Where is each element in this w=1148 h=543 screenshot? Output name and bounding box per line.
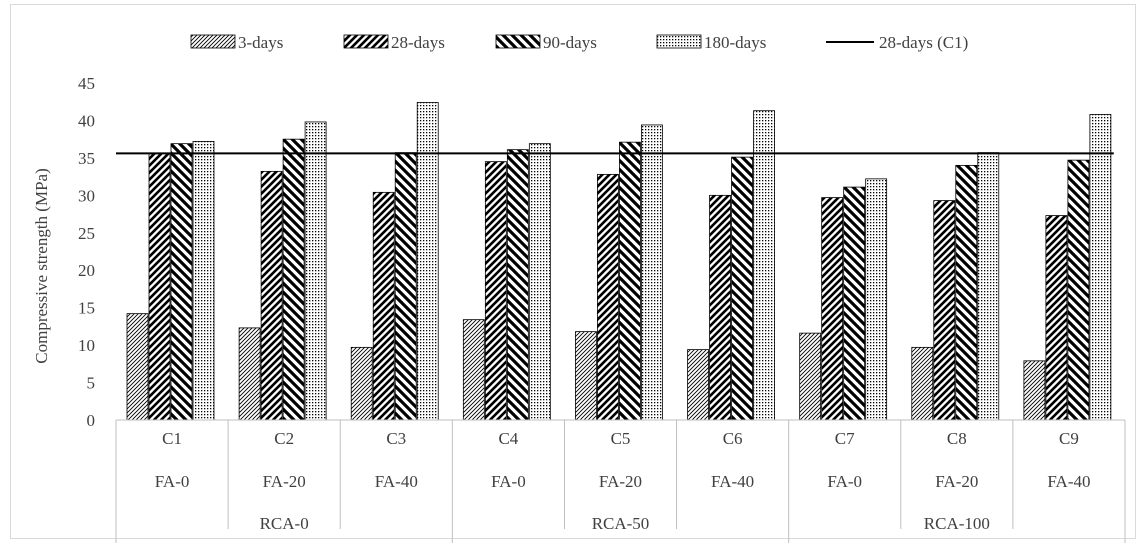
bar-180-days-C4 <box>528 143 551 421</box>
bar-3-days-C5 <box>575 331 597 421</box>
x-tick-label: C8 <box>947 429 967 448</box>
x-tick-label: C2 <box>274 429 294 448</box>
bars <box>126 102 1112 421</box>
x-tick-label: C6 <box>723 429 743 448</box>
legend-label: 180-days <box>704 33 766 52</box>
y-tick-label: 10 <box>78 336 95 355</box>
x-tick-label: C3 <box>386 429 406 448</box>
bar-90-days-C1 <box>170 143 193 421</box>
bar-180-days-C9 <box>1089 114 1112 421</box>
fa-label: FA-20 <box>935 472 978 491</box>
fa-label: FA-40 <box>711 472 754 491</box>
x-tick-label: C5 <box>611 429 631 448</box>
y-axis-title: Compressive strength (MPa) <box>32 168 51 363</box>
y-tick-label: 15 <box>78 299 95 318</box>
bar-180-days-C8 <box>977 152 1000 421</box>
y-tick-label: 30 <box>78 186 95 205</box>
legend-swatch <box>190 34 236 49</box>
bar-28-days-C8 <box>933 200 956 421</box>
x-tick-label: C9 <box>1059 429 1079 448</box>
bar-90-days-C9 <box>1067 159 1090 421</box>
y-tick-label: 20 <box>78 261 95 280</box>
bar-28-days-C4 <box>484 161 507 421</box>
bar-3-days-C6 <box>687 349 709 421</box>
legend: 3-days 28-days 90-days 180-days 28-days (C1) <box>190 33 968 52</box>
bar-28-days-C7 <box>821 197 844 421</box>
x-tick-label: C4 <box>498 429 518 448</box>
fa-label: FA-20 <box>599 472 642 491</box>
bar-28-days-C6 <box>709 194 731 421</box>
legend-label: 28-days (C1) <box>879 33 968 52</box>
fa-label: FA-0 <box>827 472 862 491</box>
rca-group-label: RCA-0 <box>260 514 309 533</box>
bar-180-days-C1 <box>192 141 215 421</box>
bar-90-days-C3 <box>394 152 417 421</box>
x-tick-label: C1 <box>162 429 182 448</box>
bar-180-days-C6 <box>753 110 775 421</box>
x-tick-label: C7 <box>835 429 855 448</box>
legend-swatch <box>495 34 541 49</box>
fa-label: FA-0 <box>491 472 526 491</box>
bar-3-days-C4 <box>462 319 485 421</box>
legend-label: 3-days <box>238 33 283 52</box>
bar-90-days-C6 <box>731 156 753 421</box>
bar-180-days-C5 <box>641 124 663 421</box>
x-axis: C1 FA-0 C2 FA-20 C3 FA-40 C4 FA-0 C5 FA-20 C6 FA-40… <box>115 419 1126 543</box>
bar-90-days-C8 <box>955 164 978 421</box>
chart-frame <box>10 4 1136 539</box>
bar-28-days-C5 <box>597 173 619 421</box>
legend-swatch <box>343 34 389 49</box>
bar-90-days-C5 <box>619 141 641 421</box>
bar-90-days-C7 <box>843 186 866 421</box>
bar-90-days-C2 <box>282 138 305 421</box>
bar-28-days-C9 <box>1045 215 1068 421</box>
fa-label: FA-20 <box>263 472 306 491</box>
bar-28-days-C1 <box>148 152 171 421</box>
y-tick-label: 5 <box>87 374 96 393</box>
legend-label: 90-days <box>543 33 597 52</box>
bar-3-days-C8 <box>911 346 934 421</box>
y-tick-label: 35 <box>78 149 95 168</box>
fa-label: FA-40 <box>1047 472 1090 491</box>
bar-3-days-C3 <box>350 346 373 421</box>
legend-label: 28-days <box>391 33 445 52</box>
bar-3-days-C1 <box>126 313 149 421</box>
y-tick-label: 45 <box>78 74 95 93</box>
bar-180-days-C7 <box>865 178 888 421</box>
fa-label: FA-0 <box>155 472 190 491</box>
rca-group-label: RCA-100 <box>924 514 990 533</box>
y-tick-label: 25 <box>78 224 95 243</box>
fa-label: FA-40 <box>375 472 418 491</box>
y-axis: 0 5 10 15 20 25 30 35 40 45 <box>78 74 95 430</box>
y-tick-label: 0 <box>87 411 96 430</box>
bar-180-days-C2 <box>304 121 327 421</box>
bar-3-days-C9 <box>1023 360 1046 421</box>
bar-28-days-C3 <box>372 191 395 421</box>
legend-swatch <box>656 34 702 49</box>
bar-28-days-C2 <box>260 170 283 421</box>
bar-3-days-C2 <box>238 327 261 421</box>
bar-180-days-C3 <box>416 102 439 421</box>
bar-3-days-C7 <box>799 332 822 421</box>
rca-group-label: RCA-50 <box>592 514 650 533</box>
bar-90-days-C4 <box>506 149 529 421</box>
y-tick-label: 40 <box>78 111 95 130</box>
